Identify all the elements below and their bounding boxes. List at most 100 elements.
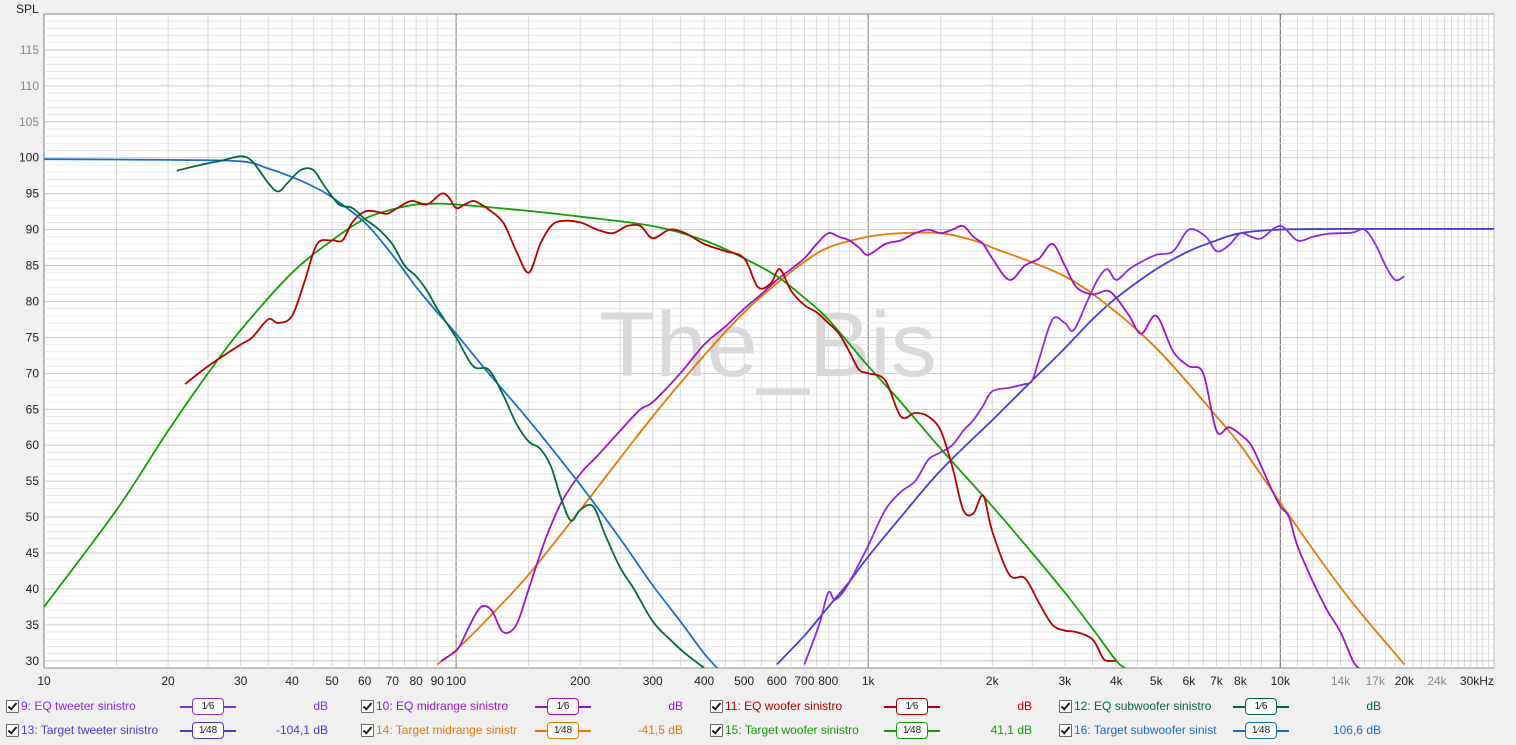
legend-item: 10: EQ midrange sinistro 1⁄6 dB <box>355 696 703 718</box>
series-checkbox[interactable] <box>361 700 374 713</box>
legend-value: dB <box>1366 699 1381 713</box>
legend-series-name[interactable]: 16: Target subwoofer sinist <box>1074 723 1217 737</box>
legend-line-swatch <box>578 730 591 732</box>
legend-row-target: 13: Target tweeter sinistro 1⁄48 -104,1 … <box>0 720 1516 742</box>
legend-line-swatch <box>535 706 548 708</box>
x-tick-label: 4k <box>1110 674 1124 688</box>
smoothing-label[interactable]: 1⁄48 <box>1245 722 1277 739</box>
legend-line-swatch <box>1276 706 1289 708</box>
x-axis-ticks: 10 20 30 40 50 60 70 80 90 100 200 300 400 500 600 700 8… <box>37 674 1494 688</box>
series-checkbox[interactable] <box>6 700 19 713</box>
x-tick-label: 30kHz <box>1460 674 1494 688</box>
y-tick-label: 40 <box>26 582 40 596</box>
y-tick-label: 80 <box>26 294 40 308</box>
x-tick-label: 100 <box>446 674 466 688</box>
y-tick-label: 60 <box>26 438 40 452</box>
smoothing-selector[interactable]: 1⁄48 <box>884 720 940 742</box>
smoothing-label[interactable]: 1⁄6 <box>896 698 928 715</box>
legend-line-swatch <box>884 706 897 708</box>
smoothing-label[interactable]: 1⁄6 <box>547 698 579 715</box>
x-tick-label: 60 <box>358 674 372 688</box>
legend-line-swatch <box>1233 706 1246 708</box>
x-tick-label: 70 <box>386 674 400 688</box>
y-tick-label: 65 <box>26 402 40 416</box>
legend-row-eq: 9: EQ tweeter sinistro 1⁄6 dB 10: EQ mid… <box>0 696 1516 718</box>
smoothing-label[interactable]: 1⁄48 <box>547 722 579 739</box>
y-tick-label: 75 <box>26 330 40 344</box>
legend-line-swatch <box>578 706 591 708</box>
legend-series-name[interactable]: 10: EQ midrange sinistro <box>376 699 509 713</box>
legend-value: 106,6 dB <box>1332 723 1381 737</box>
smoothing-selector[interactable]: 1⁄6 <box>1233 696 1289 718</box>
series-line-subwoofer-target <box>44 158 718 668</box>
legend-series-name[interactable]: 15: Target woofer sinistro <box>725 723 859 737</box>
smoothing-selector[interactable]: 1⁄6 <box>180 696 236 718</box>
plot-background <box>43 13 1495 669</box>
x-tick-label: 6k <box>1183 674 1197 688</box>
legend-line-swatch <box>223 730 236 732</box>
x-tick-label: 8k <box>1234 674 1248 688</box>
series-checkbox[interactable] <box>361 724 374 737</box>
smoothing-selector[interactable]: 1⁄6 <box>535 696 591 718</box>
legend-series-name[interactable]: 11: EQ woofer sinistro <box>725 699 843 713</box>
series-checkbox[interactable] <box>6 724 19 737</box>
smoothing-label[interactable]: 1⁄48 <box>192 722 224 739</box>
series-line-woofer-eq <box>184 192 1117 662</box>
legend-item: 12: EQ subwoofer sinistro 1⁄6 dB <box>1053 696 1401 718</box>
legend-item: 15: Target woofer sinistro 1⁄48 41,1 dB <box>704 720 1052 742</box>
smoothing-label[interactable]: 1⁄6 <box>192 698 224 715</box>
legend-line-swatch <box>927 730 940 732</box>
x-tick-label: 50 <box>325 674 339 688</box>
x-tick-label: 3k <box>1058 674 1072 688</box>
series-line-tweeter-target <box>776 227 1494 666</box>
smoothing-label[interactable]: 1⁄48 <box>896 722 928 739</box>
x-tick-label: 600 <box>767 674 787 688</box>
x-tick-label: 7k <box>1210 674 1224 688</box>
legend-item: 13: Target tweeter sinistro 1⁄48 -104,1 … <box>0 720 348 742</box>
x-tick-label: 80 <box>409 674 423 688</box>
plot-area[interactable]: The_Bis <box>43 13 1495 669</box>
smoothing-label[interactable]: 1⁄6 <box>1245 698 1277 715</box>
y-tick-label: 50 <box>26 510 40 524</box>
y-tick-label: 35 <box>26 618 40 632</box>
y-tick-label: 45 <box>26 546 40 560</box>
x-tick-label: 1k <box>862 674 876 688</box>
legend-series-name[interactable]: 12: EQ subwoofer sinistro <box>1074 699 1212 713</box>
smoothing-selector[interactable]: 1⁄48 <box>180 720 236 742</box>
y-axis-title: SPL <box>16 2 39 16</box>
y-tick-label: 95 <box>26 187 40 201</box>
y-tick-label: 90 <box>26 223 40 237</box>
legend-item: 9: EQ tweeter sinistro 1⁄6 dB <box>0 696 348 718</box>
x-tick-label: 200 <box>570 674 590 688</box>
smoothing-selector[interactable]: 1⁄48 <box>1233 720 1289 742</box>
x-tick-label: 20 <box>161 674 175 688</box>
legend-series-name[interactable]: 14: Target midrange sinistr <box>376 723 518 737</box>
x-tick-label: 14k <box>1331 674 1351 688</box>
series-checkbox[interactable] <box>710 724 723 737</box>
x-tick-label: 5k <box>1150 674 1164 688</box>
y-tick-label: 30 <box>26 654 40 668</box>
x-tick-label: 17k <box>1366 674 1386 688</box>
series-checkbox[interactable] <box>1059 700 1072 713</box>
legend-value: -104,1 dB <box>275 723 328 737</box>
series-checkbox[interactable] <box>1059 724 1072 737</box>
legend-value: dB <box>313 699 328 713</box>
legend-series-name[interactable]: 13: Target tweeter sinistro <box>21 723 159 737</box>
legend-value: -41,5 dB <box>637 723 683 737</box>
legend-item: 14: Target midrange sinistr 1⁄48 -41,5 d… <box>355 720 703 742</box>
legend-line-swatch <box>535 730 548 732</box>
x-tick-label: 10 <box>37 674 51 688</box>
legend-line-swatch <box>180 706 193 708</box>
legend-value: 41,1 dB <box>990 723 1032 737</box>
series-line-woofer-target <box>44 202 1126 668</box>
x-tick-label: 800 <box>818 674 838 688</box>
frequency-response-chart: SPL The_Bis 10 20 30 40 50 60 70 80 90 100 200 300 4… <box>16 2 1495 688</box>
x-tick-label: 30 <box>234 674 248 688</box>
x-tick-label: 2k <box>986 674 1000 688</box>
legend-series-name[interactable]: 9: EQ tweeter sinistro <box>21 699 136 713</box>
series-checkbox[interactable] <box>710 700 723 713</box>
smoothing-selector[interactable]: 1⁄6 <box>884 696 940 718</box>
smoothing-selector[interactable]: 1⁄48 <box>535 720 591 742</box>
x-tick-label: 300 <box>643 674 663 688</box>
legend-line-swatch <box>884 730 897 732</box>
